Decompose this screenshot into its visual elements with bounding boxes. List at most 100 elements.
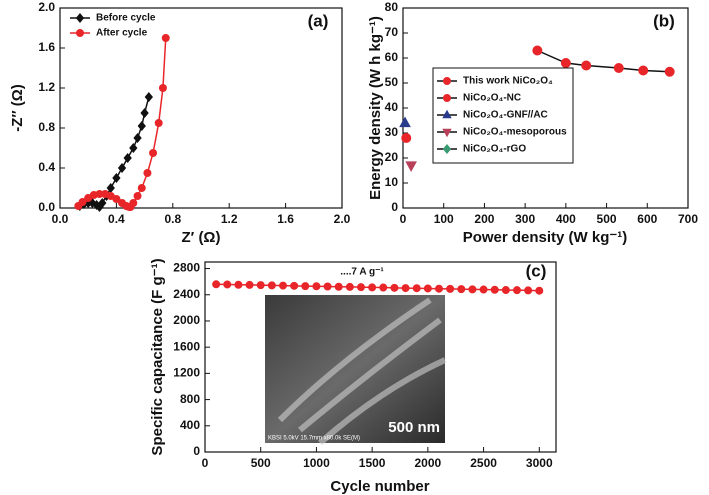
x-tick-label: 500 <box>597 212 617 226</box>
y-tick-label: 10 <box>385 175 399 189</box>
marker <box>112 173 121 183</box>
legend-label: Before cycle <box>96 13 156 24</box>
x-axis-label: Z′ (Ω) <box>182 229 221 246</box>
marker <box>137 184 146 192</box>
y-tick-label: 2.0 <box>38 0 55 14</box>
marker <box>345 282 354 291</box>
sem-inset: 500 nm KBSI 5.0kV 15.7mm x80.0k SE(M) <box>265 295 447 446</box>
x-axis-label: Power density (W kg⁻¹) <box>463 229 628 246</box>
marker <box>399 116 411 128</box>
legend-label: NiCo₂O₄-GNF//AC <box>463 110 548 121</box>
legend-label: This work NiCo₂O₄ <box>463 76 553 87</box>
x-tick-label: 1000 <box>303 456 330 470</box>
y-tick-label: 2800 <box>173 261 200 275</box>
y-tick-label: 30 <box>385 125 399 139</box>
panel-label: (c) <box>526 261 547 280</box>
panel-label: (a) <box>308 11 329 30</box>
legend-label: NiCo₂O₄-NC <box>463 93 521 104</box>
marker <box>412 284 421 293</box>
marker <box>435 284 443 293</box>
series-line <box>79 96 150 209</box>
plot-frame <box>59 7 343 209</box>
marker <box>98 198 107 208</box>
inset-scale-label: 500 nm <box>388 419 440 436</box>
marker <box>245 280 254 289</box>
series-line <box>77 37 167 208</box>
x-tick-label: 0.8 <box>164 212 181 226</box>
y-tick-label: 1600 <box>173 339 200 353</box>
y-tick-label: 0 <box>391 200 398 214</box>
x-tick-label: 3000 <box>526 456 553 470</box>
x-tick-label: 200 <box>474 212 494 226</box>
marker <box>149 149 158 157</box>
x-tick-label: 700 <box>678 212 698 226</box>
marker <box>368 283 377 292</box>
marker <box>638 65 649 76</box>
marker <box>129 199 138 207</box>
sem-image <box>265 295 445 443</box>
marker <box>133 192 142 200</box>
legend-marker <box>75 13 85 23</box>
marker <box>390 283 399 292</box>
legend-marker <box>443 94 451 102</box>
x-tick-label: 1500 <box>359 456 386 470</box>
marker <box>357 283 365 292</box>
y-tick-label: 400 <box>180 418 200 432</box>
marker <box>323 282 332 291</box>
x-tick-label: 2.0 <box>334 212 351 226</box>
marker <box>457 285 466 294</box>
y-axis-label: Specific capacitance (F g⁻¹) <box>149 258 166 455</box>
y-tick-label: 1.6 <box>38 40 55 54</box>
marker <box>88 198 97 208</box>
marker <box>144 92 153 102</box>
x-tick-label: 2500 <box>470 456 497 470</box>
marker <box>513 286 521 295</box>
marker <box>140 108 149 118</box>
y-tick-label: 70 <box>385 25 399 39</box>
marker <box>446 284 455 293</box>
x-tick-label: 0 <box>202 456 209 470</box>
x-tick-label: 100 <box>434 212 454 226</box>
marker <box>535 286 544 295</box>
x-tick-label: 0.4 <box>108 212 125 226</box>
y-tick-label: 60 <box>385 50 399 64</box>
legend-marker <box>442 128 452 138</box>
legend-marker <box>443 77 451 85</box>
marker <box>267 281 276 290</box>
legend-label: NiCo₂O₄-mesoporous <box>463 127 567 138</box>
x-tick-label: 1.6 <box>277 212 294 226</box>
x-tick-label: 1.2 <box>221 212 238 226</box>
y-axis-label: -Z′′ (Ω) <box>9 84 26 132</box>
marker <box>479 285 488 294</box>
marker <box>490 285 499 294</box>
marker <box>401 284 410 293</box>
plot-frame <box>204 261 557 453</box>
marker <box>290 281 299 290</box>
x-axis-label: Cycle number <box>330 478 429 495</box>
y-tick-label: 80 <box>385 0 399 14</box>
marker <box>581 60 592 71</box>
marker <box>123 153 132 163</box>
marker <box>312 282 321 291</box>
marker <box>613 63 624 73</box>
y-tick-label: 1.2 <box>38 80 55 94</box>
x-tick-label: 500 <box>251 456 271 470</box>
marker <box>133 133 142 143</box>
legend-label: NiCo₂O₄-rGO <box>463 144 526 155</box>
marker <box>78 198 87 206</box>
marker <box>501 286 510 295</box>
marker <box>468 285 477 294</box>
inset-caption: KBSI 5.0kV 15.7mm x80.0k SE(M) <box>268 436 360 442</box>
y-tick-label: 800 <box>180 392 200 406</box>
legend-marker <box>442 109 452 119</box>
x-tick-label: 400 <box>556 212 576 226</box>
panel-label: (b) <box>653 11 675 30</box>
marker <box>223 280 232 289</box>
marker <box>532 45 543 56</box>
y-tick-label: 20 <box>385 150 399 164</box>
marker <box>664 66 675 77</box>
marker <box>234 280 243 289</box>
marker <box>129 143 138 153</box>
x-tick-label: 2000 <box>415 456 442 470</box>
